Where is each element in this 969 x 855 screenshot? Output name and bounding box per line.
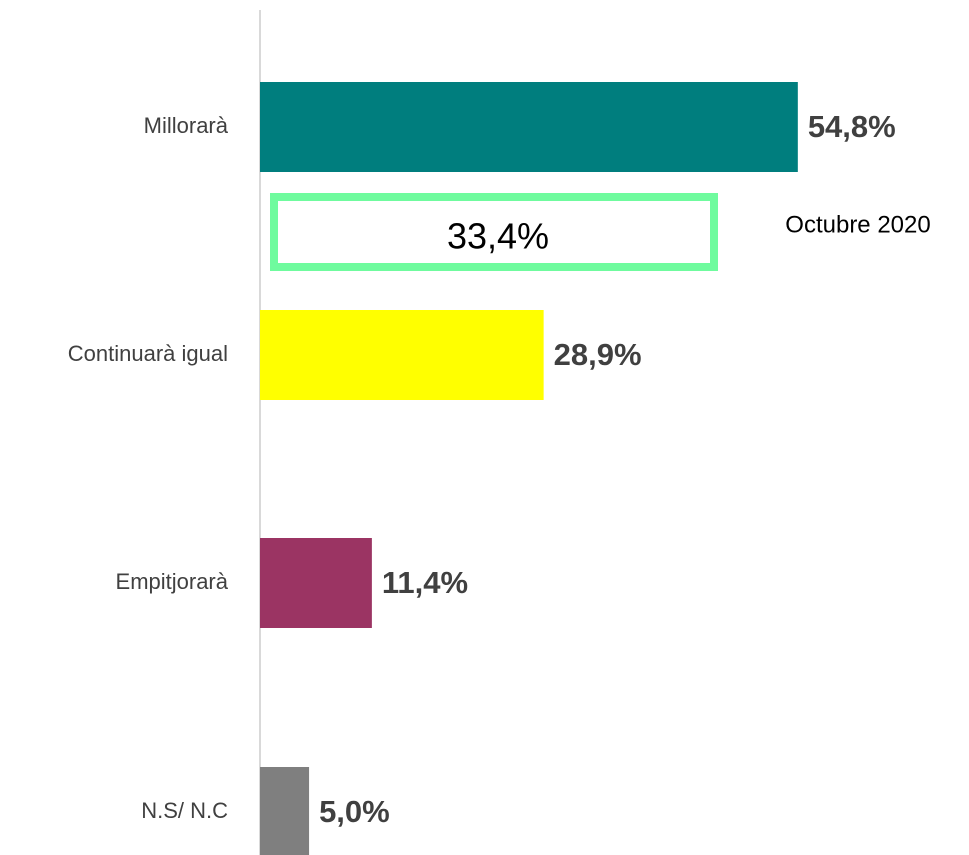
bar — [260, 767, 310, 855]
category-label: Continuarà igual — [68, 341, 228, 366]
annotation-label: Octubre 2020 — [785, 211, 930, 238]
category-label: N.S/ N.C — [141, 798, 228, 823]
category-label: Empitjorarà — [116, 569, 229, 594]
bar — [260, 310, 544, 400]
value-label: 54,8% — [808, 109, 896, 144]
bar — [260, 82, 798, 172]
value-label: 28,9% — [554, 337, 642, 372]
value-label: 11,4% — [382, 565, 468, 600]
value-label: 5,0% — [319, 794, 390, 829]
annotation-value: 33,4% — [447, 216, 549, 257]
bar — [260, 538, 372, 628]
category-label: Millorarà — [144, 113, 229, 138]
annotation-box — [270, 193, 718, 271]
